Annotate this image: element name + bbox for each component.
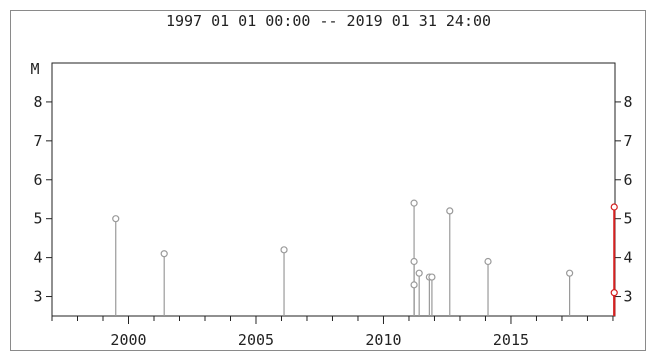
chart-frame [10, 10, 646, 351]
y-tick-label-left: 3 [33, 288, 42, 306]
chart-title: 1997 01 01 00:00 -- 2019 01 31 24:00 [165, 12, 492, 30]
event-marker [415, 269, 423, 277]
event-marker [410, 199, 418, 207]
recent-event-marker [610, 289, 618, 297]
recent-event-marker [610, 203, 618, 211]
y-tick-label-left: 8 [33, 93, 42, 111]
event-marker [484, 257, 492, 266]
event-marker [112, 215, 120, 223]
plot-area [51, 62, 616, 317]
event-marker [446, 207, 454, 215]
event-marker [410, 281, 418, 289]
x-tick-label: 2000 [110, 331, 146, 349]
x-tick-label: 2010 [365, 331, 401, 349]
y-tick-label-left: 6 [33, 171, 42, 189]
event-marker [410, 257, 418, 266]
y-tick-label-right: 8 [623, 93, 632, 111]
event-marker [566, 269, 574, 277]
event-marker [160, 250, 168, 258]
y-tick-label-right: 7 [623, 132, 632, 150]
y-tick-label-left: 5 [33, 210, 42, 228]
y-tick-label-right: 4 [623, 249, 632, 267]
x-tick-label: 2015 [493, 331, 529, 349]
y-tick-label-left: 7 [33, 132, 42, 150]
y-tick-label-right: 3 [623, 288, 632, 306]
y-tick-label-left: 4 [33, 249, 42, 267]
y-tick-label-right: 6 [623, 171, 632, 189]
x-tick-label: 2005 [238, 331, 274, 349]
y-axis-label: M [30, 60, 39, 78]
event-marker [280, 246, 288, 254]
event-marker [428, 273, 436, 281]
y-tick-label-right: 5 [623, 210, 632, 228]
